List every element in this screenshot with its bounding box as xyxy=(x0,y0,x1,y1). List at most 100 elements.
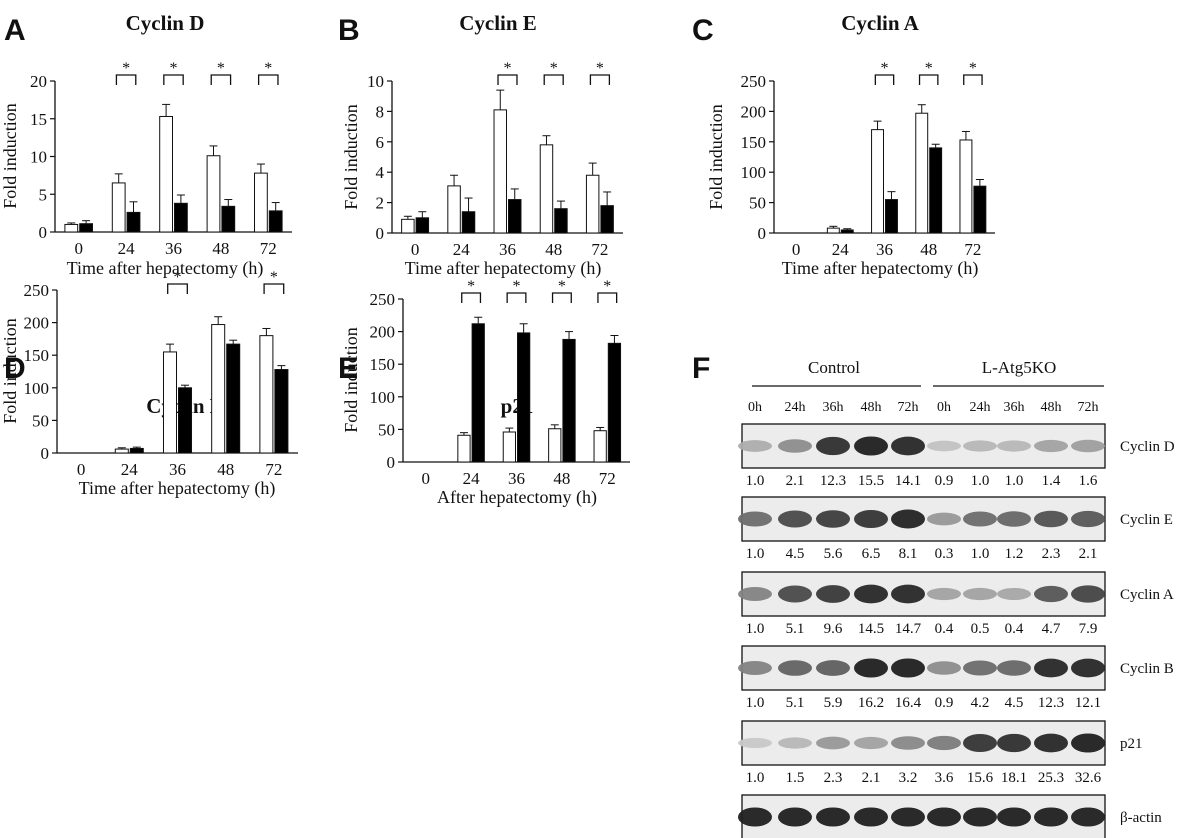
blot-row: Cyclin A 1.0 5.1 9.6 14.5 14.7 0.4 0.5 0.4 4.7 7.9 xyxy=(738,571,1174,637)
panel-label-e: E xyxy=(338,352,358,385)
blot-band xyxy=(778,439,812,453)
blot-quant-value: 6.5 xyxy=(862,546,881,562)
blot-quant-value: 1.0 xyxy=(746,621,765,637)
blot-row-label: Cyclin B xyxy=(1120,661,1174,677)
lane-label: 0h xyxy=(937,400,951,415)
bar xyxy=(508,199,522,234)
lane-label: 24h xyxy=(785,400,806,415)
significance-star: * xyxy=(881,60,889,77)
y-tick-label: 0 xyxy=(376,224,385,243)
x-tick-label: 36 xyxy=(508,469,525,488)
lane-label: 36h xyxy=(823,400,844,415)
y-axis-label: Fold induction xyxy=(706,104,726,210)
blot-quant-value: 25.3 xyxy=(1038,770,1064,786)
blot-quant-value: 1.5 xyxy=(786,770,805,786)
x-tick-label: 0 xyxy=(411,240,420,259)
blot-band xyxy=(891,658,925,678)
y-tick-label: 200 xyxy=(370,323,396,342)
group-label: L-Atg5KO xyxy=(982,358,1057,377)
chart-d: Cyclin B050100150200250024364872Time aft… xyxy=(0,269,298,499)
bar xyxy=(539,144,554,234)
y-tick-label: 250 xyxy=(24,281,50,300)
blot-band xyxy=(778,660,812,676)
significance-star: * xyxy=(122,60,130,77)
bar xyxy=(206,155,221,233)
bar xyxy=(129,447,144,454)
blot-band xyxy=(1034,658,1068,678)
significance-star: * xyxy=(504,60,512,77)
blot-band xyxy=(816,510,850,528)
x-axis-label: Time after hepatectomy (h) xyxy=(67,258,264,279)
bar xyxy=(585,174,600,234)
blot-quant-value: 1.4 xyxy=(1042,473,1061,489)
x-axis-label: After hepatectomy (h) xyxy=(437,487,597,508)
y-tick-label: 250 xyxy=(741,72,767,91)
blot-quant-value: 1.2 xyxy=(1005,546,1024,562)
blot-band xyxy=(738,807,772,827)
blot-band xyxy=(854,509,888,529)
blot-quant-value: 1.6 xyxy=(1079,473,1098,489)
blot-row: Cyclin B 1.0 5.1 5.9 16.2 16.4 0.9 4.2 4.5 12.3 12… xyxy=(738,645,1174,711)
blot-band xyxy=(816,436,850,456)
bar xyxy=(114,448,129,454)
x-tick-label: 48 xyxy=(920,240,937,259)
blot-band xyxy=(854,436,888,456)
blot-band xyxy=(963,660,997,676)
y-axis-label: Fold induction xyxy=(341,327,361,433)
blot-band xyxy=(778,585,812,603)
lane-label: 72h xyxy=(898,400,919,415)
blot-band xyxy=(891,436,925,456)
x-axis-label: Time after hepatectomy (h) xyxy=(405,258,602,279)
blot-band xyxy=(1034,733,1068,753)
y-tick-label: 150 xyxy=(24,346,50,365)
bar xyxy=(840,229,854,234)
blot-band xyxy=(997,440,1031,452)
blot-band xyxy=(963,587,997,601)
blot-band xyxy=(738,511,772,527)
blot-band xyxy=(963,807,997,827)
blot-band xyxy=(997,733,1031,753)
y-tick-label: 250 xyxy=(370,290,396,309)
blot-band xyxy=(927,735,961,751)
blot-band xyxy=(738,587,772,601)
bar xyxy=(457,434,471,463)
chart-title: Cyclin A xyxy=(841,11,919,35)
blot-band xyxy=(997,511,1031,527)
x-tick-label: 72 xyxy=(599,469,616,488)
blot-row-label: Cyclin A xyxy=(1120,587,1174,603)
blot-row-label: β-actin xyxy=(1120,810,1162,826)
bar xyxy=(885,199,898,234)
significance-bracket xyxy=(918,74,939,85)
blot-quant-value: 5.6 xyxy=(824,546,843,562)
blot-row: Cyclin E 1.0 4.5 5.6 6.5 8.1 0.3 1.0 1.2 2.3 2.1 xyxy=(738,496,1173,562)
blot-quant-value: 4.5 xyxy=(786,546,805,562)
blot-quant-value: 14.7 xyxy=(895,621,922,637)
y-tick-label: 8 xyxy=(376,102,385,121)
bar xyxy=(826,227,840,234)
blot-band xyxy=(1034,510,1068,528)
blot-quant-value: 9.6 xyxy=(824,621,843,637)
significance-bracket xyxy=(257,74,279,85)
blot-row: Cyclin D 1.0 2.1 12.3 15.5 14.1 0.9 1.0 1.0 1.4 1.… xyxy=(738,423,1175,489)
x-tick-label: 0 xyxy=(421,469,430,488)
significance-star: * xyxy=(513,278,521,295)
group-label: Control xyxy=(808,358,860,377)
blot-quant-value: 5.1 xyxy=(786,621,805,637)
blot-quant-value: 1.0 xyxy=(746,473,765,489)
blot-band xyxy=(1034,807,1068,827)
blot-band xyxy=(738,737,772,749)
bar xyxy=(554,208,568,234)
x-tick-label: 36 xyxy=(165,239,182,258)
blot-quant-value: 1.0 xyxy=(746,770,765,786)
significance-bracket xyxy=(506,292,527,303)
bar xyxy=(548,428,562,463)
blot-quant-value: 2.1 xyxy=(786,473,805,489)
bar xyxy=(562,338,576,463)
blot-quant-value: 0.3 xyxy=(935,546,954,562)
blot-row: β-actin xyxy=(738,794,1162,838)
blot-quant-value: 0.9 xyxy=(935,473,954,489)
blot-quant-value: 15.6 xyxy=(967,770,994,786)
blot-row-label: Cyclin D xyxy=(1120,439,1175,455)
